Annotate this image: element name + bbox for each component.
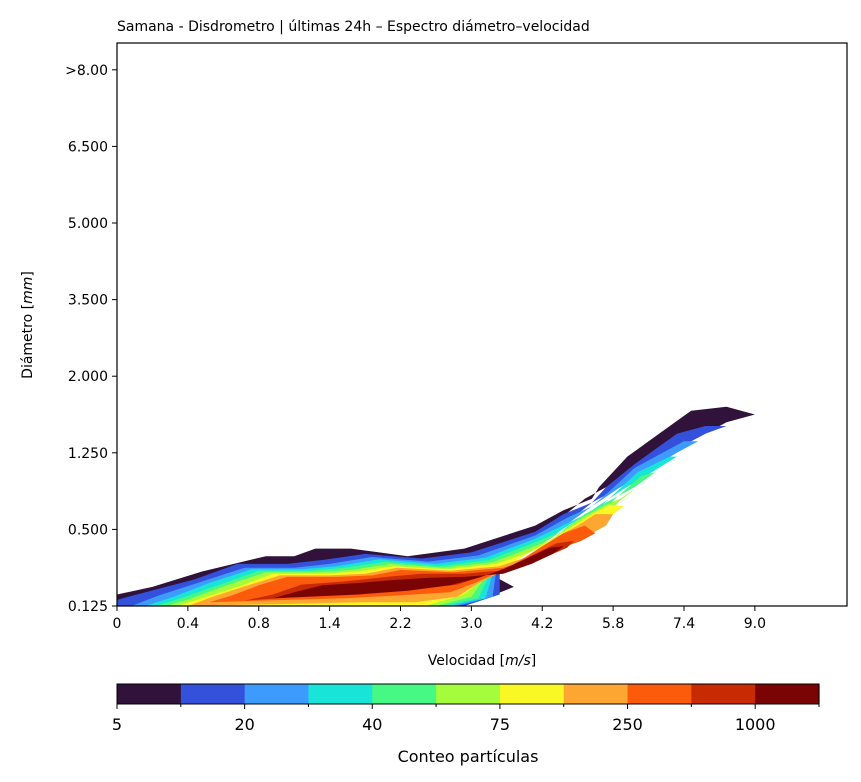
x-tick-label: 0.8 — [248, 616, 270, 632]
colorbar: 5 20 40 75 250 1000 — [112, 683, 820, 734]
x-axis-label-suffix: ] — [531, 653, 536, 669]
y-tick-label: 0.125 — [68, 599, 108, 615]
colorbar-cells — [117, 684, 820, 704]
chart-title: Samana - Disdrometro | últimas 24h – Esp… — [117, 19, 590, 35]
y-tick-label: >8.00 — [65, 63, 108, 79]
x-axis-label: Velocidad [m/s] — [428, 653, 537, 669]
y-axis-label: Diámetro [mm] — [20, 271, 36, 379]
colorbar-cell — [180, 684, 246, 704]
x-tick-label: 1.4 — [318, 616, 340, 632]
contour-region-level-11 — [272, 546, 564, 599]
colorbar-ticks: 5 20 40 75 250 1000 — [112, 704, 820, 734]
colorbar-tick-label: 250 — [612, 715, 643, 734]
colorbar-cell — [117, 684, 182, 704]
plot-frame — [116, 42, 848, 607]
colorbar-tick-label: 75 — [490, 715, 510, 734]
y-tick-label: 0.500 — [68, 522, 108, 538]
colorbar-cell — [563, 684, 629, 704]
x-tick-label: 2.2 — [389, 616, 411, 632]
x-axis: 0 0.4 0.8 1.4 2.2 3.0 4.2 5.8 7.4 9.0 — [113, 606, 766, 632]
x-axis-label-unit: m/s — [505, 653, 531, 669]
y-axis-label-prefix: Diámetro [ — [20, 304, 36, 379]
y-tick-label: 1.250 — [68, 446, 108, 462]
colorbar-cell — [372, 684, 437, 704]
x-tick-label: 4.2 — [531, 616, 553, 632]
x-tick-label: 3.0 — [460, 616, 482, 632]
x-tick-label: 5.8 — [602, 616, 624, 632]
x-tick-label: 0 — [113, 616, 122, 632]
colorbar-frame — [116, 683, 820, 705]
y-axis: 0.125 0.500 1.250 2.000 3.500 5.000 6.500 >8.00 — [65, 63, 117, 615]
colorbar-title: Conteo partículas — [398, 747, 539, 766]
colorbar-cell — [691, 684, 756, 704]
colorbar-cell — [308, 684, 373, 704]
colorbar-cell — [436, 684, 501, 704]
contour-region-level-9 — [209, 525, 596, 603]
y-tick-label: 6.500 — [68, 139, 108, 155]
y-tick-label: 3.500 — [68, 293, 108, 309]
contour-fill-group — [117, 406, 755, 606]
y-tick-label: 5.000 — [68, 216, 108, 232]
x-tick-label: 0.4 — [177, 616, 199, 632]
x-tick-label: 9.0 — [744, 616, 766, 632]
x-axis-label-prefix: Velocidad [ — [428, 653, 505, 669]
contour-region-level-1 — [117, 406, 755, 606]
colorbar-cell — [627, 684, 692, 704]
x-tick-label: 7.4 — [673, 616, 695, 632]
colorbar-tick-label: 20 — [234, 715, 254, 734]
y-axis-label-suffix: ] — [20, 271, 36, 276]
colorbar-tick-label: 1000 — [735, 715, 776, 734]
colorbar-cell — [244, 684, 310, 704]
y-axis-label-unit: mm — [20, 277, 36, 304]
colorbar-tick-label: 40 — [362, 715, 382, 734]
plot-area — [116, 42, 848, 607]
colorbar-cell — [755, 684, 820, 704]
colorbar-tick-label: 5 — [112, 715, 122, 734]
y-tick-label: 2.000 — [68, 369, 108, 385]
colorbar-cell — [499, 684, 565, 704]
